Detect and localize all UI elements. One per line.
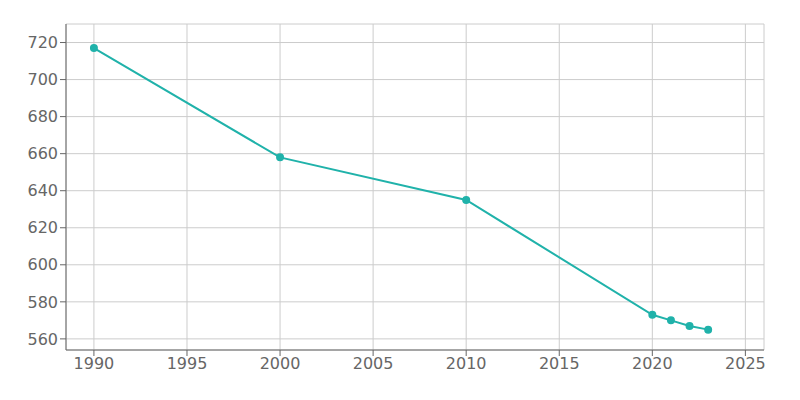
svg-text:640: 640: [27, 181, 58, 200]
svg-text:580: 580: [27, 293, 58, 312]
svg-text:600: 600: [27, 255, 58, 274]
svg-text:700: 700: [27, 70, 58, 89]
svg-text:660: 660: [27, 144, 58, 163]
svg-text:680: 680: [27, 107, 58, 126]
svg-text:1995: 1995: [167, 354, 208, 373]
svg-text:560: 560: [27, 330, 58, 349]
svg-text:620: 620: [27, 218, 58, 237]
svg-text:2000: 2000: [260, 354, 301, 373]
svg-text:2015: 2015: [539, 354, 580, 373]
svg-text:2025: 2025: [725, 354, 766, 373]
svg-text:720: 720: [27, 33, 58, 52]
svg-text:2010: 2010: [446, 354, 487, 373]
svg-text:1990: 1990: [74, 354, 115, 373]
svg-text:2005: 2005: [353, 354, 394, 373]
svg-text:2020: 2020: [632, 354, 673, 373]
